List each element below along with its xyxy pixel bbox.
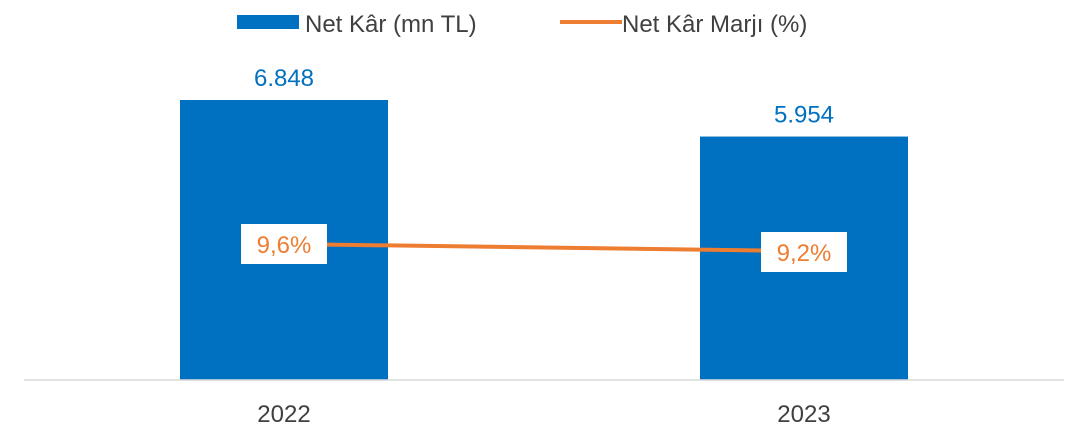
bar-label-2022: 6.848 (254, 65, 314, 92)
plot-area: 6.848 5.954 2022 2023 9,6% 9,2% (24, 65, 1064, 428)
x-tick-label-2022: 2022 (257, 401, 310, 428)
legend-swatch-bar (237, 15, 299, 29)
legend: Net Kâr (mn TL) Net Kâr Marjı (%) (237, 11, 807, 38)
line-label-2022: 9,6% (257, 232, 312, 259)
line-label-2023: 9,2% (777, 240, 832, 267)
line-label-box-2023 (761, 232, 847, 272)
line-series-net-kar-marji (283, 242, 805, 253)
x-tick-label-2023: 2023 (777, 401, 830, 428)
legend-label-bar: Net Kâr (mn TL) (305, 11, 477, 38)
bar-label-2023: 5.954 (774, 102, 834, 129)
legend-label-line: Net Kâr Marjı (%) (622, 11, 807, 38)
line-label-box-2022 (241, 224, 327, 264)
